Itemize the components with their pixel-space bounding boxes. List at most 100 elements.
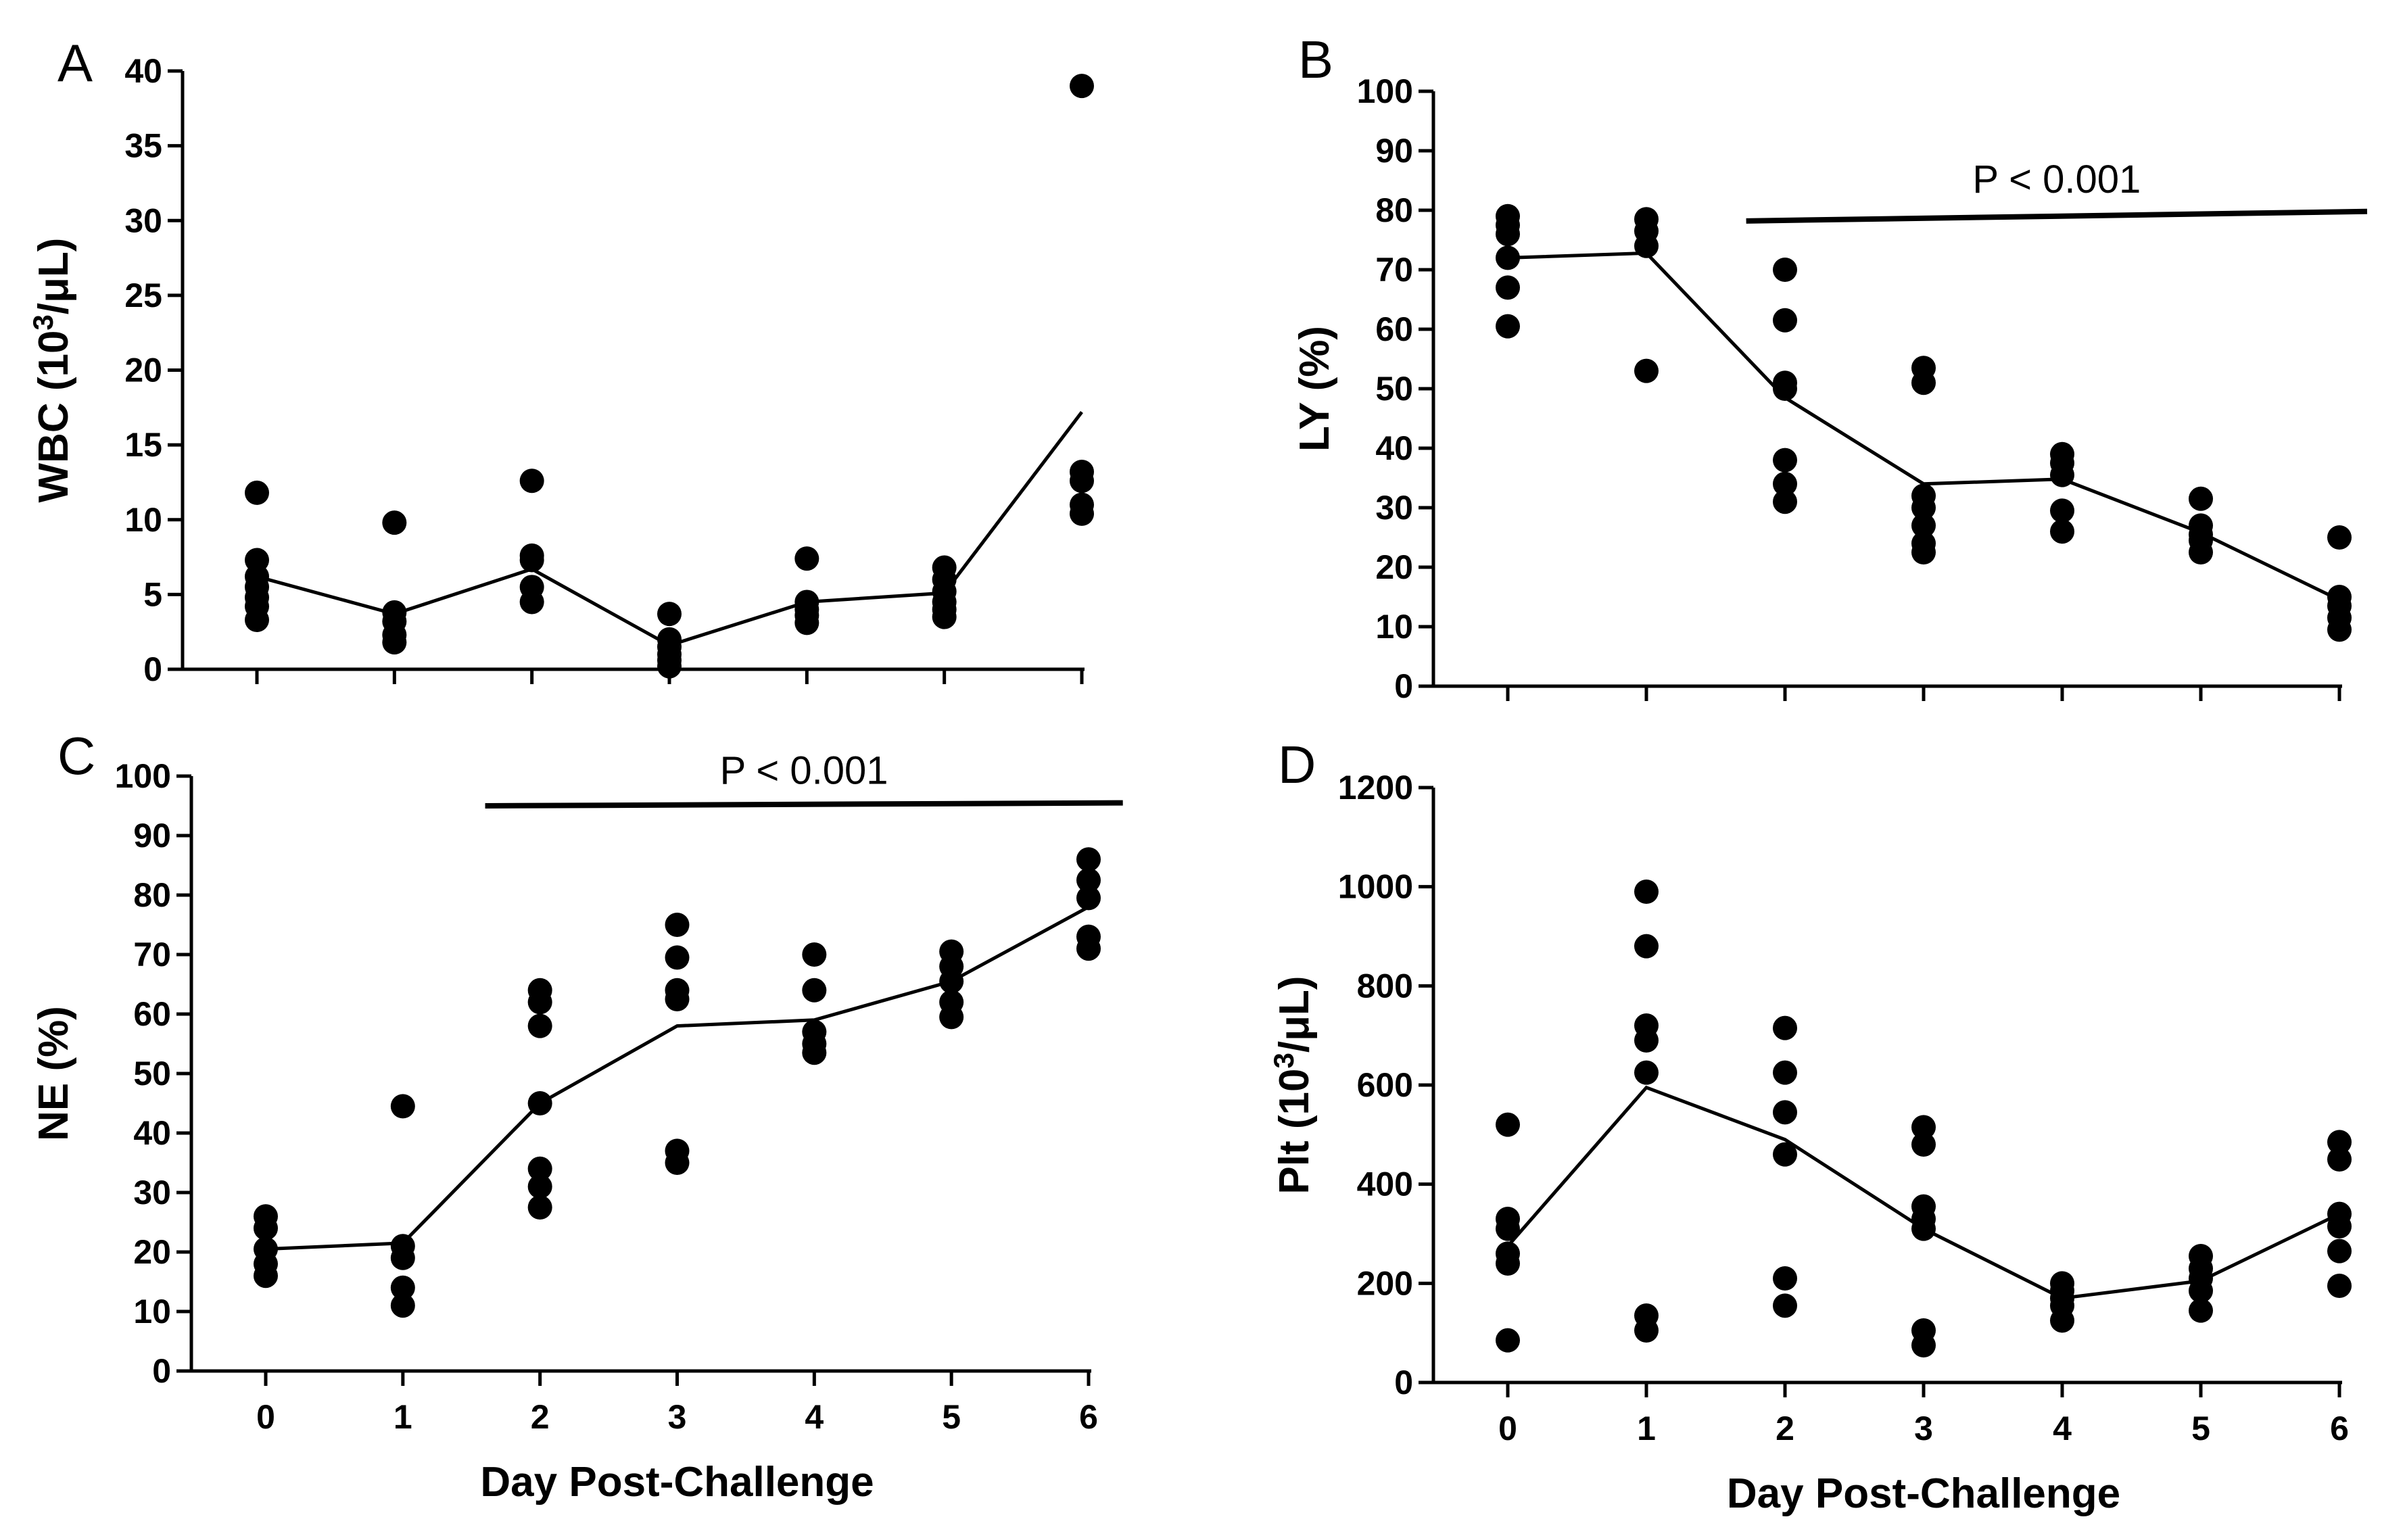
x-tick-label: 2: [1776, 1410, 1794, 1447]
y-tick-label: 600: [1357, 1066, 1413, 1104]
x-tick-label: 0: [1498, 1410, 1517, 1447]
data-point: [2327, 1214, 2352, 1238]
data-point: [382, 510, 407, 535]
data-point: [1773, 1060, 1797, 1085]
y-tick-label: 70: [133, 936, 171, 973]
data-point: [382, 630, 407, 655]
data-point: [1773, 308, 1797, 333]
y-tick-label: 70: [1375, 251, 1413, 289]
y-tick-label: 40: [1375, 429, 1413, 467]
data-point: [1911, 1132, 1936, 1157]
data-point: [939, 1005, 964, 1030]
data-point: [1911, 513, 1936, 538]
y-tick-label: 20: [124, 352, 162, 389]
data-point: [1496, 245, 1520, 270]
y-tick-label: 800: [1357, 967, 1413, 1005]
panel-letter: D: [1278, 735, 1316, 794]
y-axis-label-text: WBC (10: [30, 331, 77, 503]
y-tick-label: 1200: [1338, 769, 1413, 807]
data-point: [390, 1293, 415, 1318]
y-tick-label: 50: [1375, 370, 1413, 408]
panel-d: D 0 200 400 600 800 1000 1200 0 1 2 3 4 5 6 Day Post-Ch…: [1268, 735, 2352, 1517]
data-point: [1773, 1015, 1797, 1040]
y-tick-label: 10: [1375, 608, 1413, 646]
panel-c: C 0 10 20 30 40 50 60 70 80 90 100 0 1 2 3 4 5 6 Day Post-C…: [30, 726, 1123, 1506]
data-point: [2327, 1130, 2352, 1155]
y-tick-label: 40: [124, 52, 162, 90]
data-point: [1911, 540, 1936, 564]
x-tick-label: 4: [805, 1398, 824, 1436]
data-point: [1773, 377, 1797, 401]
y-tick-label: 0: [1394, 1364, 1413, 1401]
data-point: [2050, 519, 2074, 544]
x-tick-label: 5: [942, 1398, 961, 1436]
y-tick-label: 1000: [1338, 868, 1413, 906]
data-point: [527, 1013, 552, 1038]
x-axis-label: Day Post-Challenge: [480, 1459, 874, 1506]
x-tick-label: 2: [531, 1398, 550, 1436]
data-point: [1496, 222, 1520, 247]
data-point: [2189, 1298, 2213, 1323]
y-tick-label: 100: [1357, 72, 1413, 110]
y-tick-label: 0: [152, 1352, 171, 1390]
data-point: [1496, 1112, 1520, 1137]
y-tick-label: 25: [124, 276, 162, 314]
data-point: [1911, 496, 1936, 520]
p-value-label: P < 0.001: [1972, 158, 2141, 201]
data-point: [254, 1264, 278, 1289]
data-point: [390, 1275, 415, 1300]
y-tick-label: 90: [1375, 132, 1413, 170]
data-point: [2050, 462, 2074, 487]
y-tick-label: 10: [133, 1293, 171, 1330]
y-tick-label: 60: [1375, 310, 1413, 348]
data-point: [245, 480, 269, 505]
data-point: [1773, 448, 1797, 473]
data-point: [519, 589, 544, 615]
data-point: [254, 1216, 278, 1241]
data-point: [390, 1245, 415, 1270]
y-axis-label: WBC (103/μL): [27, 238, 77, 503]
x-tick-label: 3: [668, 1398, 687, 1436]
data-point: [1634, 233, 1659, 258]
y-axis-label-text: Plt (10: [1271, 1068, 1318, 1194]
data-point: [1634, 1060, 1659, 1085]
data-point: [665, 945, 690, 970]
data-point: [1773, 1142, 1797, 1167]
y-tick-label: 200: [1357, 1264, 1413, 1302]
panel-b: B 0 10 20 30 40 50 60 70 80 90 100 LY (%) P < 0.001: [1291, 30, 2368, 705]
panel-letter: C: [57, 726, 95, 786]
data-point: [1773, 471, 1797, 496]
data-point: [2327, 1274, 2352, 1298]
y-tick-label: 80: [133, 876, 171, 914]
data-point: [2050, 1308, 2074, 1333]
x-tick-label: 1: [1637, 1410, 1656, 1447]
data-point: [1911, 1333, 1936, 1357]
data-point: [657, 654, 682, 679]
x-tick-label: 1: [394, 1398, 412, 1436]
panel-letter: A: [57, 33, 93, 93]
data-point: [1773, 258, 1797, 282]
y-axis-label-text: NE (%): [30, 1006, 77, 1141]
data-point: [245, 607, 269, 632]
x-axis-label: Day Post-Challenge: [1727, 1470, 2120, 1517]
panel-a: A 0 5 10 15 20 25 30 35 40 WBC (103/μL): [27, 33, 1094, 688]
data-point: [1070, 501, 1094, 526]
data-point: [1773, 1266, 1797, 1291]
y-tick-label: 80: [1375, 191, 1413, 229]
y-tick-label: 30: [133, 1174, 171, 1211]
data-point: [802, 978, 827, 1003]
data-point: [1634, 358, 1659, 383]
significance-bar: [1746, 208, 2368, 224]
y-tick-label: 15: [124, 426, 162, 464]
data-point: [527, 1195, 552, 1220]
data-point: [1911, 370, 1936, 395]
data-point: [1496, 314, 1520, 339]
data-point: [1773, 1293, 1797, 1318]
data-point: [1634, 1318, 1659, 1343]
data-point: [665, 1151, 690, 1175]
y-tick-label: 100: [115, 757, 171, 795]
data-point: [2050, 498, 2074, 523]
data-point: [527, 1156, 552, 1181]
y-tick-label: 40: [133, 1114, 171, 1152]
y-axis-label-superscript: 3: [27, 314, 59, 330]
